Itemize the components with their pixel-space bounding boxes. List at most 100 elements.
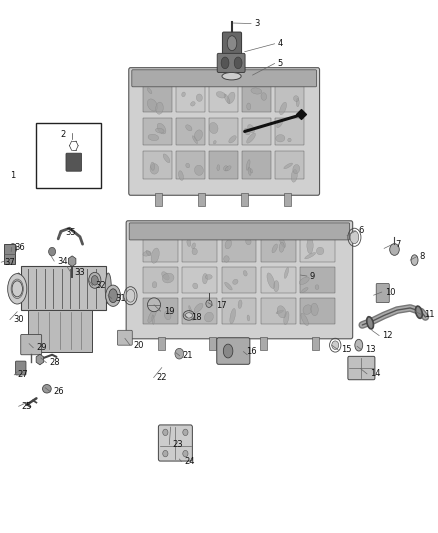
- Ellipse shape: [229, 135, 236, 143]
- Ellipse shape: [305, 253, 316, 259]
- Ellipse shape: [247, 125, 254, 133]
- Ellipse shape: [91, 276, 98, 285]
- Text: 15: 15: [341, 345, 352, 354]
- Circle shape: [163, 429, 168, 435]
- Ellipse shape: [157, 123, 166, 134]
- Ellipse shape: [186, 163, 190, 168]
- Ellipse shape: [247, 133, 255, 143]
- Ellipse shape: [279, 102, 286, 115]
- Ellipse shape: [126, 289, 135, 302]
- Text: 26: 26: [54, 387, 64, 397]
- Ellipse shape: [247, 315, 250, 321]
- Text: 21: 21: [183, 351, 193, 360]
- Text: 22: 22: [157, 373, 167, 382]
- Text: 37: 37: [4, 258, 15, 266]
- Ellipse shape: [109, 289, 117, 303]
- Ellipse shape: [192, 248, 198, 255]
- Ellipse shape: [279, 237, 286, 247]
- Ellipse shape: [244, 128, 250, 135]
- Text: 34: 34: [57, 257, 68, 265]
- Text: 28: 28: [49, 358, 60, 367]
- Ellipse shape: [225, 282, 232, 290]
- Ellipse shape: [217, 165, 220, 171]
- Ellipse shape: [307, 238, 313, 254]
- Ellipse shape: [147, 99, 157, 111]
- Bar: [36, 123, 101, 188]
- Ellipse shape: [143, 251, 151, 256]
- Ellipse shape: [88, 272, 101, 288]
- Ellipse shape: [191, 102, 195, 106]
- Circle shape: [9, 244, 17, 253]
- Ellipse shape: [15, 273, 21, 304]
- Ellipse shape: [288, 138, 291, 142]
- Bar: [261, 236, 296, 262]
- FancyBboxPatch shape: [217, 338, 250, 365]
- Ellipse shape: [227, 92, 235, 103]
- Ellipse shape: [148, 298, 161, 312]
- Circle shape: [163, 450, 168, 457]
- Text: 25: 25: [21, 402, 32, 411]
- Ellipse shape: [221, 57, 229, 69]
- Ellipse shape: [276, 134, 285, 142]
- FancyBboxPatch shape: [159, 425, 192, 461]
- Ellipse shape: [277, 306, 286, 318]
- Ellipse shape: [274, 280, 279, 292]
- Ellipse shape: [284, 311, 289, 325]
- FancyBboxPatch shape: [126, 221, 353, 339]
- Ellipse shape: [350, 231, 359, 244]
- Ellipse shape: [224, 256, 229, 262]
- Text: 14: 14: [370, 369, 381, 378]
- Ellipse shape: [301, 313, 308, 326]
- Bar: [143, 236, 178, 262]
- Bar: [241, 193, 248, 206]
- Bar: [275, 118, 304, 146]
- Text: 5: 5: [278, 59, 283, 68]
- Bar: [143, 84, 173, 112]
- Ellipse shape: [223, 166, 228, 171]
- Ellipse shape: [147, 88, 152, 94]
- Ellipse shape: [246, 160, 250, 170]
- Ellipse shape: [224, 94, 230, 104]
- Bar: [209, 337, 216, 350]
- Ellipse shape: [162, 273, 174, 283]
- Ellipse shape: [223, 344, 233, 358]
- Ellipse shape: [276, 310, 283, 314]
- Bar: [177, 151, 205, 179]
- Text: 20: 20: [133, 341, 144, 350]
- Bar: [183, 236, 217, 262]
- Ellipse shape: [106, 285, 120, 306]
- Ellipse shape: [225, 166, 231, 171]
- Bar: [143, 118, 173, 146]
- Ellipse shape: [315, 285, 319, 289]
- Ellipse shape: [416, 306, 422, 318]
- Ellipse shape: [222, 72, 241, 80]
- Ellipse shape: [355, 340, 363, 351]
- Text: 24: 24: [184, 457, 195, 466]
- FancyBboxPatch shape: [132, 70, 317, 87]
- Text: 9: 9: [310, 272, 315, 280]
- FancyBboxPatch shape: [15, 361, 26, 375]
- Bar: [222, 267, 256, 293]
- Ellipse shape: [152, 281, 157, 288]
- Bar: [275, 151, 304, 179]
- Bar: [143, 298, 178, 324]
- Bar: [183, 298, 217, 324]
- Ellipse shape: [148, 309, 156, 322]
- Ellipse shape: [206, 300, 212, 308]
- Ellipse shape: [316, 247, 324, 255]
- Text: 7: 7: [396, 240, 401, 249]
- FancyBboxPatch shape: [348, 357, 375, 379]
- Ellipse shape: [148, 134, 159, 141]
- Bar: [275, 84, 304, 112]
- Text: 29: 29: [36, 343, 47, 352]
- Text: 33: 33: [74, 268, 85, 277]
- Bar: [209, 151, 238, 179]
- Ellipse shape: [284, 163, 293, 169]
- Ellipse shape: [246, 238, 251, 245]
- Ellipse shape: [230, 309, 236, 324]
- Ellipse shape: [279, 243, 284, 252]
- Ellipse shape: [301, 287, 308, 293]
- Ellipse shape: [175, 349, 184, 359]
- Ellipse shape: [311, 303, 318, 316]
- Text: 12: 12: [382, 331, 393, 340]
